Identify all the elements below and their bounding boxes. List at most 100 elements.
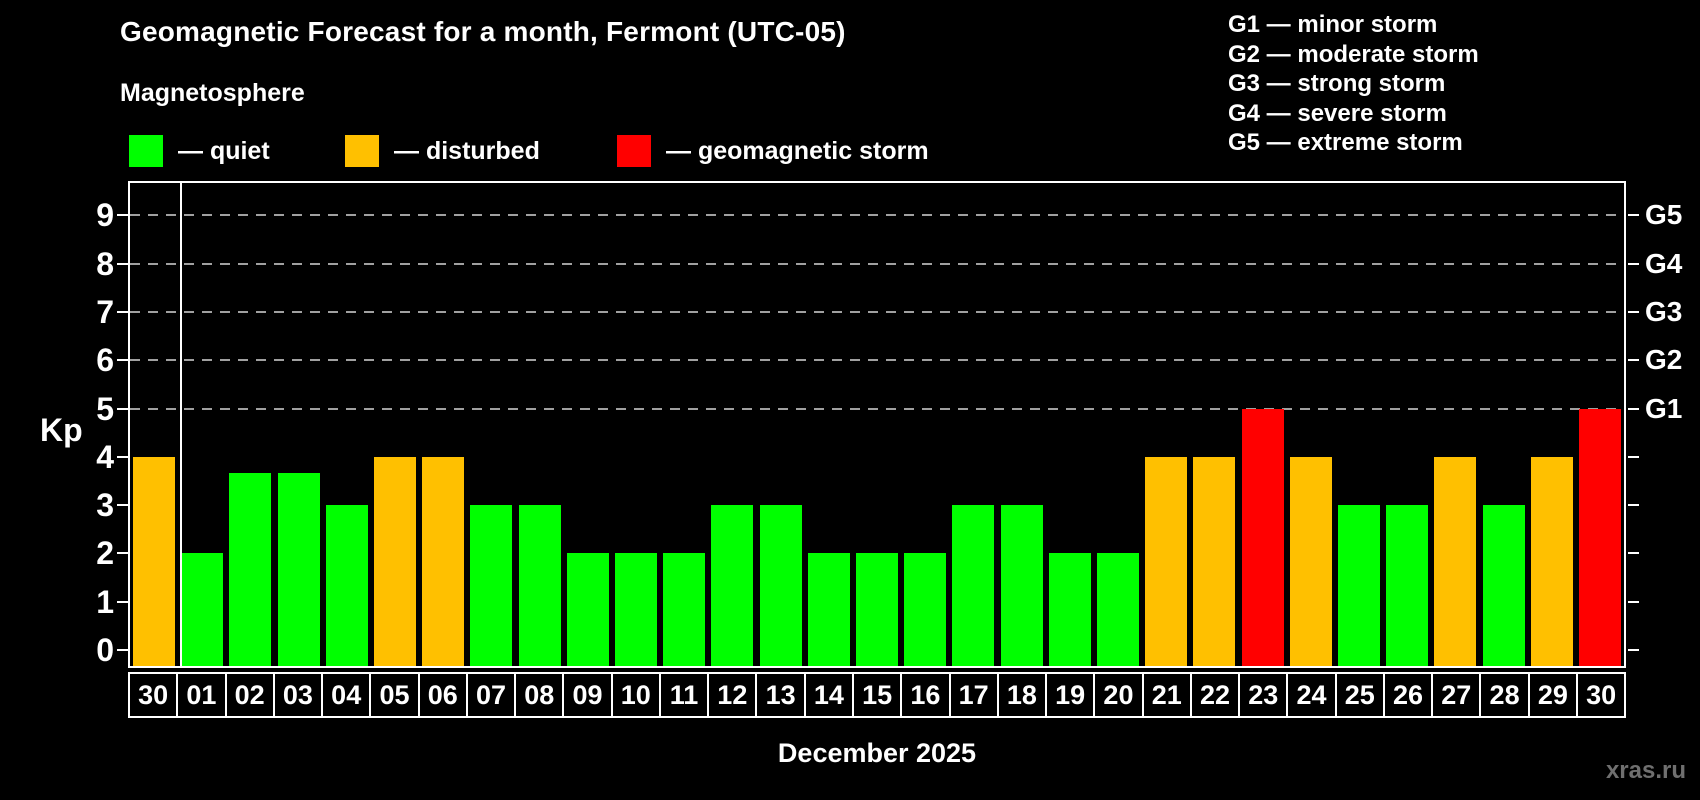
day-label-cell-16-16: 16 bbox=[900, 672, 951, 718]
left-tick-kp2 bbox=[117, 552, 128, 555]
bar-day-10 bbox=[615, 553, 658, 666]
right-tick-kp0 bbox=[1628, 649, 1639, 651]
y-tick-label-1: 1 bbox=[96, 583, 114, 620]
left-tick-kp3 bbox=[117, 504, 128, 507]
legend-item-disturbed: — disturbed bbox=[345, 134, 540, 168]
bar-day-12 bbox=[711, 505, 754, 666]
day-label-cell-27-27: 27 bbox=[1431, 672, 1482, 718]
bar-day-29 bbox=[1530, 456, 1573, 666]
day-label-cell-11-11: 11 bbox=[658, 672, 710, 718]
legend-item-storm: — geomagnetic storm bbox=[617, 134, 929, 168]
day-label-cell-0-30: 30 bbox=[128, 672, 179, 718]
day-label-cell-20-20: 20 bbox=[1093, 672, 1144, 718]
day-label-cell-25-25: 25 bbox=[1334, 672, 1385, 718]
bar-day-16 bbox=[904, 553, 947, 666]
day-label-cell-24-24: 24 bbox=[1286, 672, 1337, 718]
day-label-cell-1-01: 01 bbox=[176, 672, 227, 718]
day-label-cell-23-23: 23 bbox=[1238, 672, 1289, 718]
day-label-cell-14-14: 14 bbox=[803, 672, 854, 718]
disturbed-color-swatch bbox=[345, 135, 379, 167]
bar-day-06 bbox=[422, 456, 465, 666]
right-tick-kp8 bbox=[1628, 262, 1639, 265]
y-tick-label-6: 6 bbox=[96, 342, 114, 379]
right-tick-kp1 bbox=[1628, 600, 1639, 603]
left-tick-kp6 bbox=[117, 359, 128, 362]
day-label-cell-9-09: 09 bbox=[562, 672, 613, 718]
gridline-kp8 bbox=[130, 262, 1624, 265]
right-axis-label-g1: G1 bbox=[1645, 392, 1683, 424]
day-label-cell-19-19: 19 bbox=[1045, 672, 1096, 718]
chart-title: Geomagnetic Forecast for a month, Fermon… bbox=[120, 16, 846, 47]
gridline-kp5 bbox=[130, 407, 1624, 410]
day-label-cell-2-02: 02 bbox=[224, 672, 275, 718]
storm-scale-g2: G2 — moderate storm bbox=[1228, 40, 1479, 68]
quiet-color-swatch bbox=[129, 135, 163, 167]
day-label-cell-29-29: 29 bbox=[1527, 672, 1578, 718]
bar-day-08 bbox=[518, 505, 561, 666]
bar-day-07 bbox=[470, 505, 513, 666]
day-label-cell-3-03: 03 bbox=[272, 672, 324, 718]
right-tick-kp6 bbox=[1628, 359, 1639, 362]
storm-scale-g4: G4 — severe storm bbox=[1228, 99, 1447, 127]
x-axis-day-row: 30 01 02 03 04 05 06 07 08 09 10 11 12 13 14 15 16 17 18 19… bbox=[128, 672, 1627, 718]
gridline-kp7 bbox=[130, 310, 1624, 313]
bar-day-30 bbox=[1578, 408, 1621, 666]
left-tick-kp4 bbox=[117, 455, 128, 458]
plot-area bbox=[128, 181, 1626, 668]
y-tick-label-7: 7 bbox=[96, 293, 114, 330]
chart-subtitle: Magnetosphere bbox=[120, 79, 305, 107]
day-label-cell-4-04: 04 bbox=[321, 672, 372, 718]
day-label-cell-22-22: 22 bbox=[1189, 672, 1241, 718]
month-separator-line bbox=[180, 183, 183, 666]
gridline-kp9 bbox=[130, 214, 1624, 217]
day-label-cell-8-08: 08 bbox=[514, 672, 565, 718]
bar-day-21 bbox=[1145, 456, 1188, 666]
legend-label-disturbed: — disturbed bbox=[394, 136, 540, 165]
left-tick-kp8 bbox=[117, 262, 128, 265]
storm-scale-g3: G3 — strong storm bbox=[1228, 70, 1446, 97]
right-tick-kp4 bbox=[1628, 455, 1639, 458]
day-label-cell-26-26: 26 bbox=[1382, 672, 1434, 718]
left-tick-kp0 bbox=[117, 649, 128, 651]
legend-label-storm: — geomagnetic storm bbox=[666, 136, 929, 165]
gridline-kp6 bbox=[130, 359, 1624, 362]
right-tick-kp9 bbox=[1628, 214, 1639, 217]
y-axis-title: Kp bbox=[40, 412, 83, 448]
right-axis-label-g4: G4 bbox=[1645, 247, 1683, 279]
legend-item-quiet: — quiet bbox=[129, 134, 270, 168]
y-tick-label-4: 4 bbox=[96, 438, 114, 475]
day-label-cell-10-10: 10 bbox=[610, 672, 661, 718]
day-label-cell-15-15: 15 bbox=[851, 672, 903, 718]
right-tick-kp5 bbox=[1628, 407, 1639, 410]
bar-day-28 bbox=[1482, 505, 1525, 666]
bar-day-01 bbox=[181, 553, 224, 666]
bar-day-05 bbox=[374, 456, 417, 666]
y-tick-label-5: 5 bbox=[96, 390, 114, 427]
day-label-cell-7-07: 07 bbox=[465, 672, 517, 718]
bar-day-17 bbox=[952, 505, 995, 666]
day-label-cell-5-05: 05 bbox=[369, 672, 420, 718]
bar-day-11 bbox=[663, 553, 706, 666]
day-label-cell-28-28: 28 bbox=[1479, 672, 1530, 718]
y-tick-label-9: 9 bbox=[96, 197, 114, 234]
storm-scale-legend: G1 — minor storm G2 — moderate storm G3 … bbox=[1228, 10, 1479, 158]
day-label-cell-21-21: 21 bbox=[1141, 672, 1192, 718]
day-label-cell-6-06: 06 bbox=[417, 672, 468, 718]
storm-scale-g5: G5 — extreme storm bbox=[1228, 129, 1463, 156]
bar-day-15 bbox=[856, 553, 898, 666]
bar-day-18 bbox=[1000, 505, 1043, 666]
bar-day-20 bbox=[1096, 553, 1139, 666]
storm-scale-g1: G1 — minor storm bbox=[1228, 11, 1438, 38]
x-axis-title: December 2025 bbox=[777, 738, 977, 768]
bar-day-25 bbox=[1337, 505, 1380, 666]
bar-day-22 bbox=[1193, 456, 1236, 666]
y-tick-label-8: 8 bbox=[96, 245, 114, 282]
bar-day-27 bbox=[1434, 456, 1477, 666]
day-label-cell-13-13: 13 bbox=[755, 672, 806, 718]
right-axis-label-g5: G5 bbox=[1645, 199, 1683, 231]
bar-day-23 bbox=[1241, 408, 1284, 666]
bar-day-03 bbox=[277, 472, 320, 666]
day-label-cell-18-18: 18 bbox=[996, 672, 1048, 718]
day-label-cell-12-12: 12 bbox=[707, 672, 758, 718]
